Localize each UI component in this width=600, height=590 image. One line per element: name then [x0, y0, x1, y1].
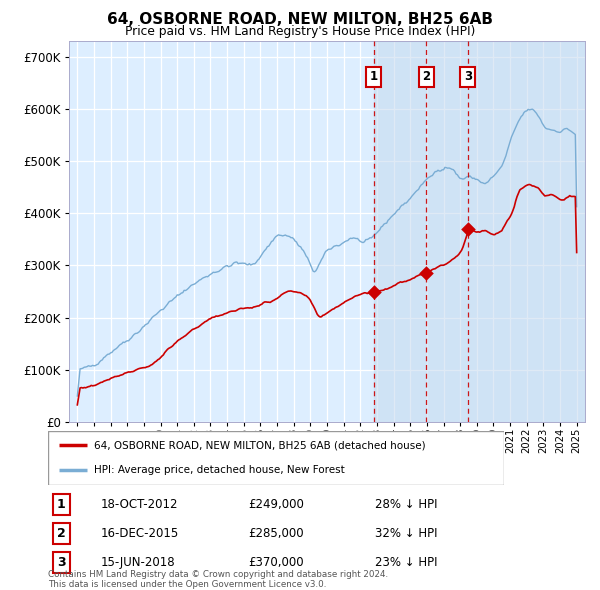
Text: Contains HM Land Registry data © Crown copyright and database right 2024.
This d: Contains HM Land Registry data © Crown c… [48, 570, 388, 589]
Point [369, 287, 379, 297]
Text: £370,000: £370,000 [248, 556, 304, 569]
Text: 18-OCT-2012: 18-OCT-2012 [101, 498, 178, 511]
Text: 1: 1 [57, 498, 65, 511]
Point [463, 224, 473, 234]
Text: £249,000: £249,000 [248, 498, 305, 511]
Bar [374, 41, 585, 422]
Text: 3: 3 [464, 70, 472, 83]
Text: 1: 1 [370, 70, 377, 83]
Text: Price paid vs. HM Land Registry's House Price Index (HPI): Price paid vs. HM Land Registry's House … [125, 25, 475, 38]
FancyBboxPatch shape [48, 431, 504, 485]
Text: 64, OSBORNE ROAD, NEW MILTON, BH25 6AB: 64, OSBORNE ROAD, NEW MILTON, BH25 6AB [107, 12, 493, 27]
Text: £285,000: £285,000 [248, 527, 304, 540]
Text: 28% ↓ HPI: 28% ↓ HPI [376, 498, 438, 511]
Text: HPI: Average price, detached house, New Forest: HPI: Average price, detached house, New … [94, 466, 344, 476]
Text: 3: 3 [57, 556, 65, 569]
Text: 2: 2 [57, 527, 65, 540]
Text: 64, OSBORNE ROAD, NEW MILTON, BH25 6AB (detached house): 64, OSBORNE ROAD, NEW MILTON, BH25 6AB (… [94, 440, 425, 450]
Text: 32% ↓ HPI: 32% ↓ HPI [376, 527, 438, 540]
Text: 2: 2 [422, 70, 430, 83]
Point [421, 268, 431, 278]
Text: 23% ↓ HPI: 23% ↓ HPI [376, 556, 438, 569]
Text: 15-JUN-2018: 15-JUN-2018 [101, 556, 175, 569]
Text: 16-DEC-2015: 16-DEC-2015 [101, 527, 179, 540]
